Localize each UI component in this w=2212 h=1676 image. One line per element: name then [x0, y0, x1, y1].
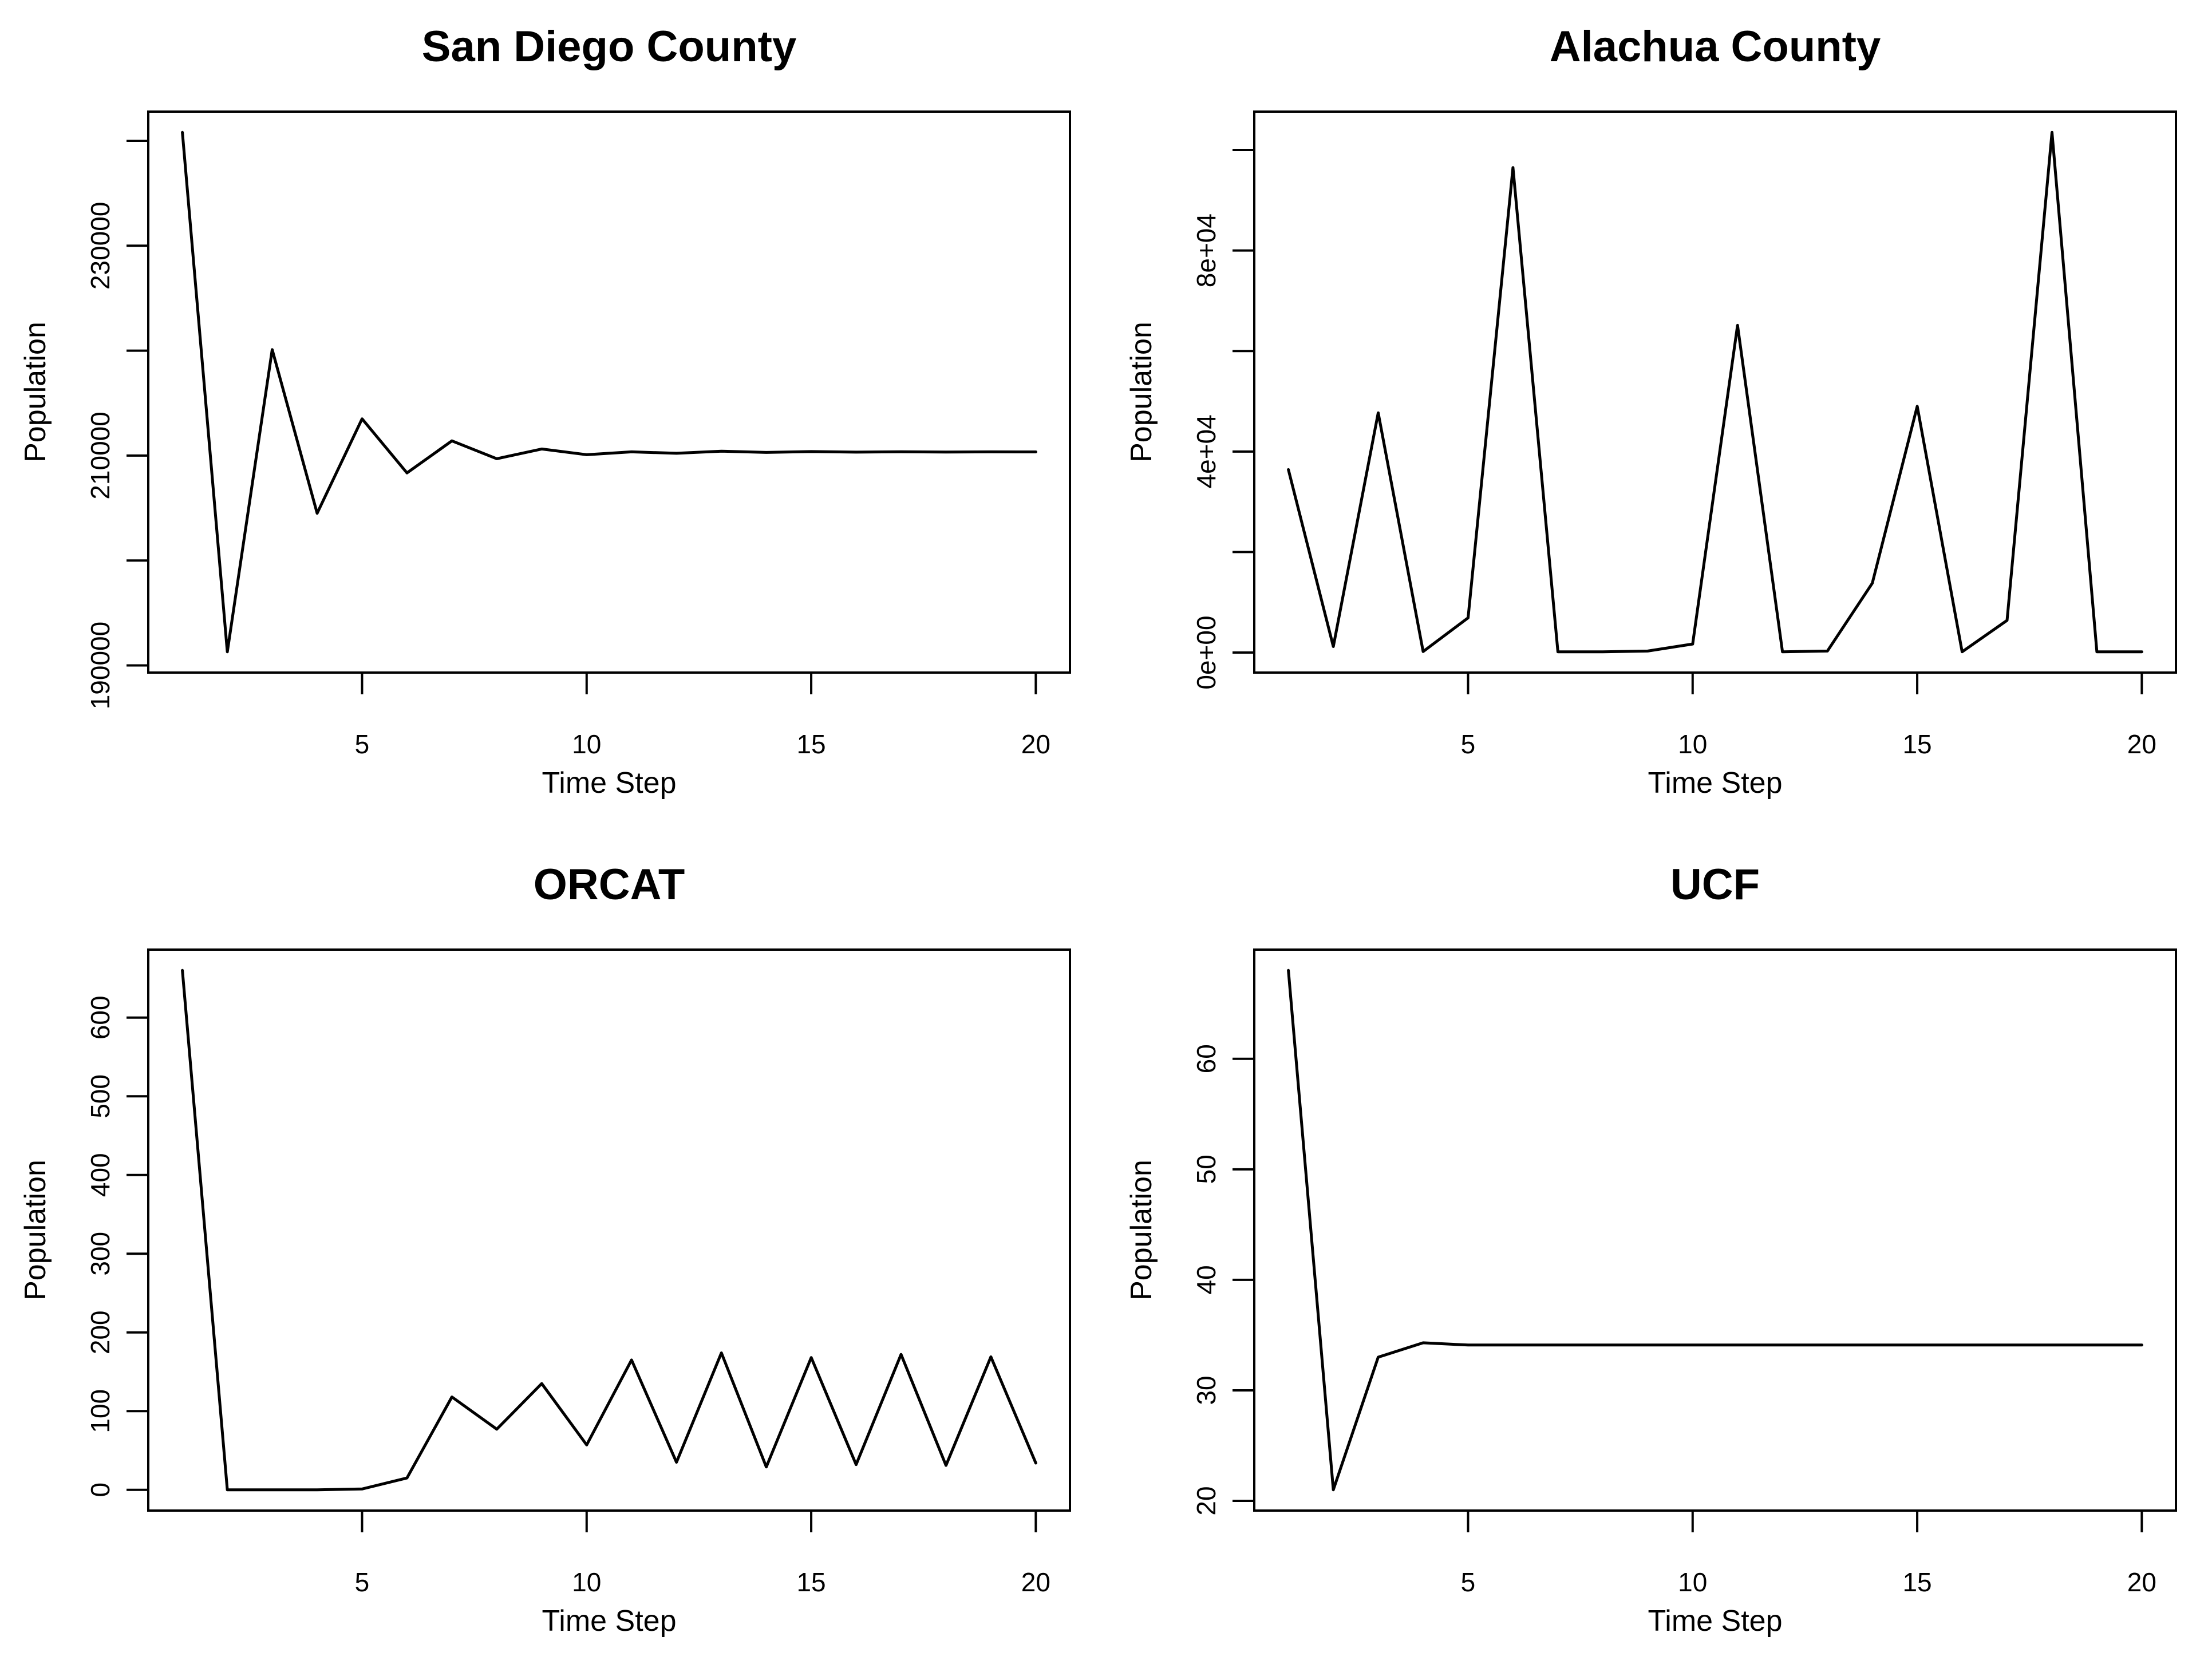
x-tick-label: 15	[1902, 729, 1931, 759]
chart-title: San Diego County	[422, 22, 796, 71]
plot-box	[147, 110, 1071, 674]
x-tick-label: 10	[572, 1567, 601, 1597]
y-tick-label: 600	[85, 995, 115, 1039]
y-tick-label: 200	[85, 1310, 115, 1354]
chart-title: Alachua County	[1550, 22, 1881, 71]
panel-cell-ucf: UCF 5 10 15 20 20 30 40 50 60 Time Step Population	[1106, 838, 2212, 1676]
y-tick-label: 60	[1191, 1044, 1221, 1073]
x-tick-label: 10	[572, 729, 601, 759]
x-tick-label: 20	[2127, 1567, 2156, 1597]
chart-panel-alachua-county: Alachua County 5 10 15 20 0e+00 4e+04 8e+04 Time…	[1125, 22, 2177, 800]
x-tick-label: 5	[355, 729, 370, 759]
y-axis-label: Population	[1125, 1160, 1158, 1301]
y-tick-label: 190000	[85, 622, 115, 710]
y-tick-label: 210000	[85, 412, 115, 500]
y-tick-label: 0e+00	[1191, 615, 1221, 689]
x-axis-label: Time Step	[542, 1604, 676, 1638]
y-tick-label: 50	[1191, 1155, 1221, 1184]
data-line	[181, 131, 1037, 654]
y-tick-label: 40	[1191, 1265, 1221, 1294]
chart-panel-san-diego-county: San Diego County 5 10 15 20 190000 210000 23000…	[19, 22, 1071, 800]
plot-box	[1253, 110, 2177, 674]
x-tick-label: 5	[355, 1567, 370, 1597]
y-tick-label: 500	[85, 1074, 115, 1118]
data-line	[181, 969, 1037, 1492]
x-tick-label: 15	[796, 1567, 825, 1597]
y-axis-label: Population	[19, 1160, 52, 1301]
x-tick-label: 20	[1021, 1567, 1050, 1597]
y-tick-label: 0	[85, 1483, 115, 1497]
x-tick-label: 5	[1461, 1567, 1476, 1597]
data-line	[1287, 969, 2143, 1492]
y-tick-label: 400	[85, 1153, 115, 1197]
y-axis-label: Population	[1125, 322, 1158, 463]
panel-cell-alachua-county: Alachua County 5 10 15 20 0e+00 4e+04 8e+04 Time…	[1106, 0, 2212, 838]
x-tick-label: 15	[1902, 1567, 1931, 1597]
plot-box	[1253, 948, 2177, 1512]
y-tick-label: 4e+04	[1191, 414, 1221, 488]
y-tick-label: 230000	[85, 202, 115, 290]
y-axis-label: Population	[19, 322, 52, 463]
x-tick-label: 15	[796, 729, 825, 759]
chart-title: UCF	[1670, 860, 1760, 909]
x-tick-label: 10	[1678, 729, 1707, 759]
chart-title: ORCAT	[534, 860, 685, 909]
y-tick-label: 8e+04	[1191, 214, 1221, 287]
panel-cell-orcat: ORCAT 5 10 15 20 0 100 200 300 400 500 600 Time Step…	[0, 838, 1106, 1676]
panel-cell-san-diego-county: San Diego County 5 10 15 20 190000 210000 23000…	[0, 0, 1106, 838]
x-tick-label: 5	[1461, 729, 1476, 759]
data-line	[1287, 131, 2143, 654]
x-axis-label: Time Step	[1648, 766, 1782, 800]
x-axis-label: Time Step	[1648, 1604, 1782, 1638]
chart-panel-ucf: UCF 5 10 15 20 20 30 40 50 60 Time Step Population	[1125, 860, 2177, 1638]
x-tick-label: 20	[2127, 729, 2156, 759]
plot-box	[147, 948, 1071, 1512]
x-axis-label: Time Step	[542, 766, 676, 800]
x-tick-label: 10	[1678, 1567, 1707, 1597]
y-tick-label: 30	[1191, 1375, 1221, 1405]
y-tick-label: 300	[85, 1232, 115, 1276]
y-tick-label: 100	[85, 1389, 115, 1433]
x-tick-label: 20	[1021, 729, 1050, 759]
y-tick-label: 20	[1191, 1486, 1221, 1515]
